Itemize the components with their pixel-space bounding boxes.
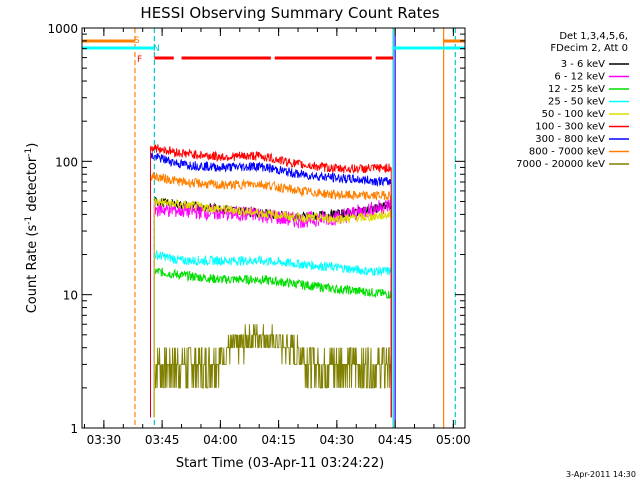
flag-label-s: S [134, 36, 140, 46]
legend-label-6: 300 - 800 keV [535, 134, 605, 145]
series-layer [150, 144, 392, 418]
y-tick-label-0: 1 [70, 422, 78, 436]
x-tick-label-5: 04:45 [378, 433, 413, 447]
series-line-8 [154, 324, 392, 389]
legend-label-5: 100 - 300 keV [535, 122, 605, 133]
flag-bars: SF N [82, 28, 465, 428]
series-line-7 [150, 171, 392, 201]
legend-label-7: 800 - 7000 keV [529, 147, 605, 158]
legend-header-1: FDecim 2, Att 0 [550, 43, 628, 54]
series-line-2 [153, 266, 392, 299]
x-tick-label-0: 03:30 [87, 433, 122, 447]
legend-label-3: 25 - 50 keV [548, 97, 605, 108]
chart-title: HESSI Observing Summary Count Rates [140, 4, 439, 22]
legend-label-1: 6 - 12 keV [554, 72, 605, 83]
axes: 03:30 03:45 04:00 04:15 04:30 04:45 05:00 1 10 10… [47, 22, 470, 447]
x-tick-label-1: 03:45 [145, 433, 180, 447]
x-tick-label-2: 04:00 [203, 433, 238, 447]
x-tick-label-3: 04:15 [261, 433, 296, 447]
flag-label-n: N [153, 44, 160, 54]
plot-frame [81, 27, 466, 429]
y-axis-label: Count Rate (s-1 detector-1) [24, 143, 40, 314]
series-line-3 [154, 249, 392, 276]
flag-label-f: F [137, 55, 142, 65]
y-tick-label-3: 1000 [47, 22, 78, 36]
series-line-6 [150, 151, 392, 188]
legend-label-4: 50 - 100 keV [542, 109, 606, 120]
y-tick-label-1: 10 [63, 289, 78, 303]
x-axis-label: Start Time (03-Apr-11 03:24:22) [176, 456, 384, 471]
y-tick-label-2: 100 [55, 155, 78, 169]
series-line-4 [153, 197, 392, 225]
legend-label-2: 12 - 25 keV [548, 84, 605, 95]
legend-label-0: 3 - 6 keV [561, 59, 605, 70]
timestamp: 3-Apr-2011 14:30 [566, 470, 636, 479]
legend-header-0: Det 1,3,4,5,6, [559, 31, 628, 42]
legend: Det 1,3,4,5,6,FDecim 2, Att 0 3 - 6 keV 6 … [516, 31, 629, 170]
x-tick-label-6: 05:00 [436, 433, 471, 447]
legend-label-8: 7000 - 20000 keV [516, 159, 605, 170]
x-tick-label-4: 04:30 [320, 433, 355, 447]
series-line-5 [150, 144, 392, 174]
